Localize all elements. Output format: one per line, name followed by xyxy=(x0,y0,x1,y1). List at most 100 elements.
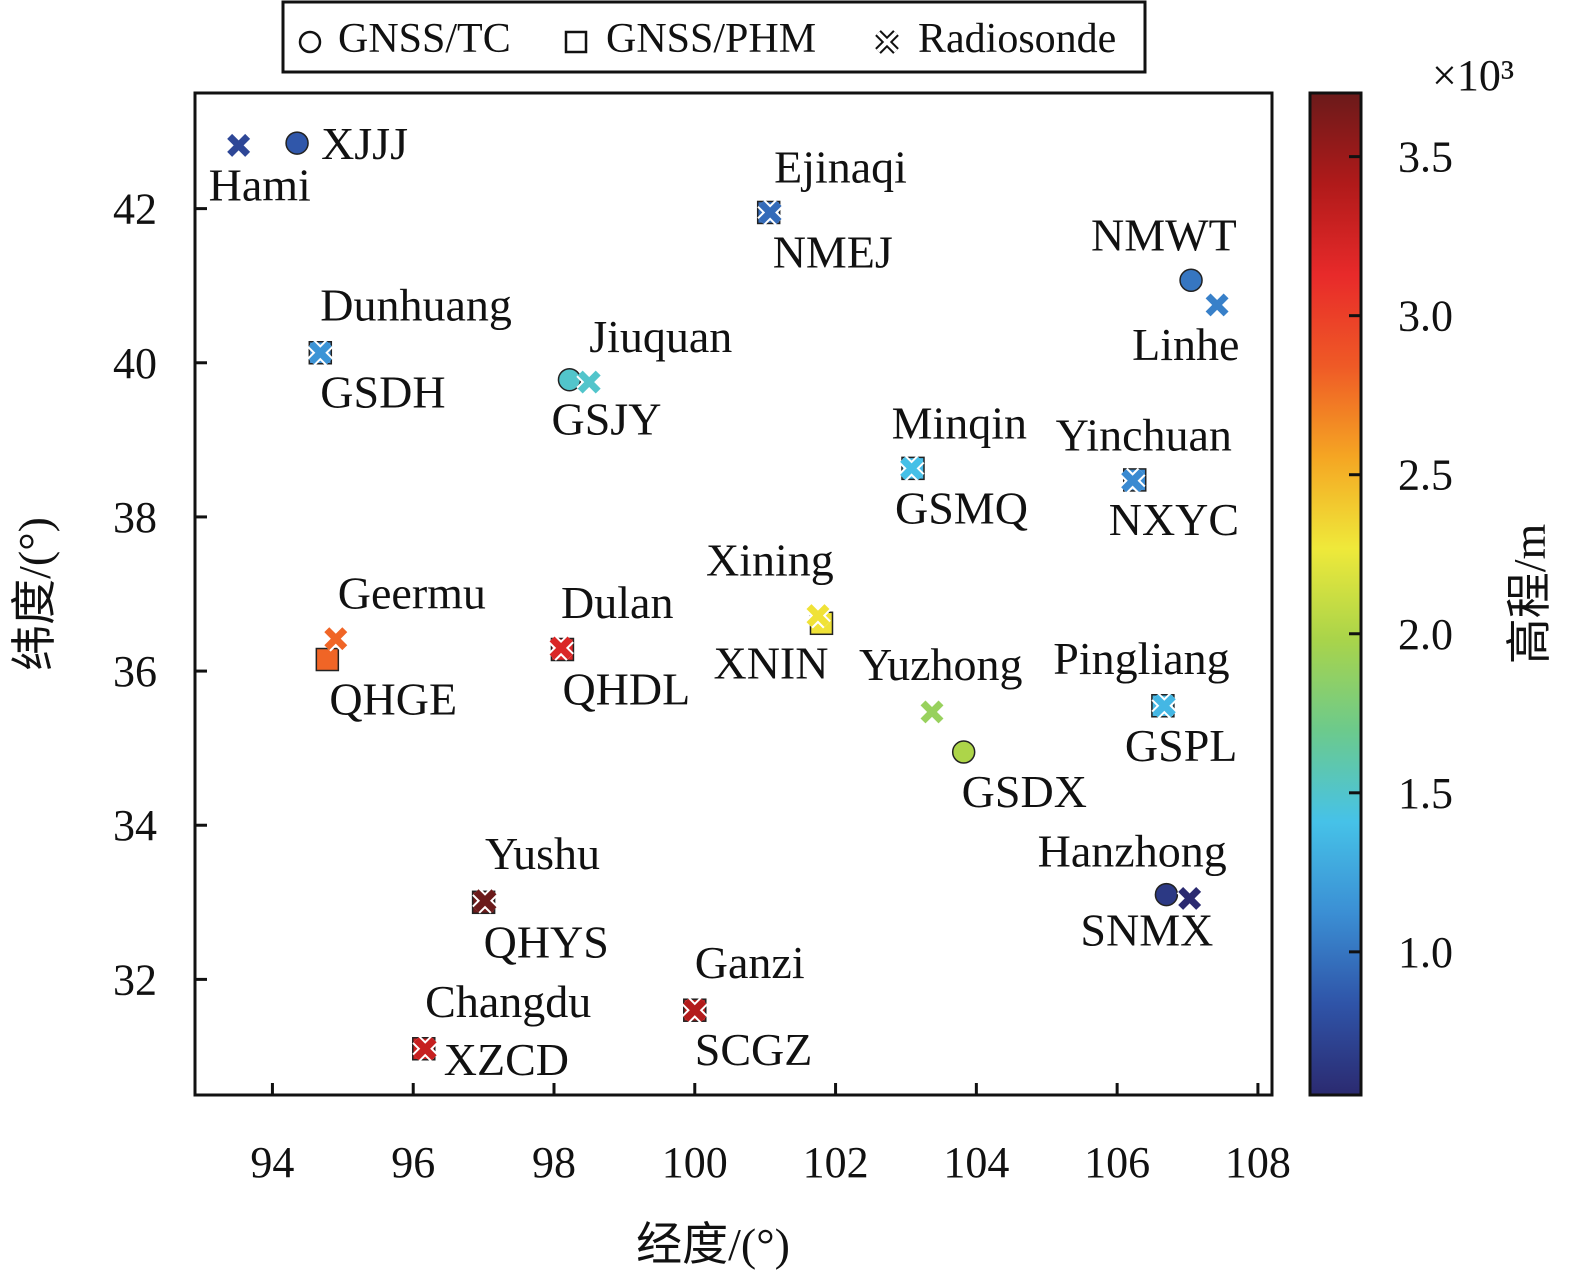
station-label: Dunhuang xyxy=(320,280,512,331)
point-gnss-tc xyxy=(1154,882,1179,907)
point-radiosonde xyxy=(225,132,252,159)
station-label: Hami xyxy=(209,159,311,210)
station-label: Yushu xyxy=(485,828,600,879)
cross-stroke xyxy=(1205,293,1229,317)
x-tick-label: 108 xyxy=(1225,1138,1291,1187)
cross-stroke xyxy=(549,636,573,660)
cross-stroke xyxy=(806,604,830,628)
cross-stroke xyxy=(227,133,251,157)
colorbar-tick-label: 3.0 xyxy=(1398,292,1453,341)
legend-box xyxy=(281,0,1147,74)
station-label: XZCD xyxy=(444,1034,569,1085)
station-label: XNIN xyxy=(713,637,828,688)
point-radiosonde xyxy=(1204,292,1230,318)
point-radiosonde xyxy=(1176,885,1203,912)
y-tick-label: 40 xyxy=(113,339,157,388)
point-radiosonde xyxy=(322,625,349,652)
station-label: Linhe xyxy=(1132,319,1239,370)
point-radiosonde xyxy=(681,997,708,1024)
legend-label-radiosonde: Radiosonde xyxy=(918,16,1116,62)
colorbar-title: 高程/m xyxy=(1504,524,1555,665)
point-radiosonde xyxy=(472,887,498,914)
colorbar-tick-label: 1.0 xyxy=(1398,928,1453,977)
cross-stroke xyxy=(683,998,707,1022)
colorbar-tick-label: 2.0 xyxy=(1398,610,1453,659)
y-tick-label: 32 xyxy=(113,955,157,1004)
point-radiosonde xyxy=(919,699,945,725)
point-radiosonde xyxy=(307,339,334,366)
colorbar-tick-label: 2.5 xyxy=(1398,451,1453,500)
point-radiosonde xyxy=(757,199,783,226)
point-radiosonde xyxy=(548,635,574,661)
legend-label-gnss-tc: GNSS/TC xyxy=(338,16,511,62)
station-label: GSJY xyxy=(551,394,661,445)
station-label: SCGZ xyxy=(695,1024,813,1075)
station-label: Minqin xyxy=(892,397,1027,448)
legend-circle-icon xyxy=(298,30,322,54)
colorbar-fill xyxy=(1308,91,1363,1097)
station-label: Pingliang xyxy=(1053,633,1229,684)
y-tick-label: 42 xyxy=(113,185,157,234)
station-label: Hanzhong xyxy=(1038,825,1227,876)
point-radiosonde xyxy=(805,602,831,629)
y-tick-label: 36 xyxy=(113,647,157,696)
x-tick-label: 102 xyxy=(803,1138,869,1187)
point-radiosonde xyxy=(1151,692,1178,719)
x-tick-label: 106 xyxy=(1084,1138,1150,1187)
station-label: QHGE xyxy=(329,674,457,725)
colorbar-multiplier: ×10³ xyxy=(1432,51,1514,100)
point-radiosonde xyxy=(1119,467,1146,494)
x-axis: 94 96 98 100 102 104 106 108 xyxy=(250,1083,1291,1187)
x-tick-label: 100 xyxy=(662,1138,728,1187)
station-label: Changdu xyxy=(425,976,591,1027)
y-axis-title: 纬度/(°) xyxy=(9,517,60,671)
station-label: SNMX xyxy=(1080,905,1213,956)
station-label: QHYS xyxy=(484,916,609,967)
station-label: Jiuquan xyxy=(589,311,732,362)
legend-square-icon xyxy=(564,30,588,54)
station-label: Geermu xyxy=(338,568,486,619)
station-label: NMEJ xyxy=(773,226,893,277)
x-tick-label: 104 xyxy=(943,1138,1009,1187)
y-tick-label: 34 xyxy=(113,801,157,850)
point-radiosonde xyxy=(412,1035,439,1062)
station-label: NMWT xyxy=(1091,209,1237,260)
colorbar-tick-label: 3.5 xyxy=(1398,133,1453,182)
station-label: Ejinaqi xyxy=(774,141,907,192)
cross-stroke xyxy=(413,1037,437,1061)
point-gnss-tc xyxy=(1179,268,1203,293)
cross-stroke xyxy=(900,456,924,480)
point-gnss-phm xyxy=(315,647,340,672)
x-tick-label: 94 xyxy=(250,1138,294,1187)
cross-stroke xyxy=(1178,886,1202,910)
x-axis-title: 经度/(°) xyxy=(636,1219,790,1270)
cross-stroke xyxy=(1152,694,1176,718)
cross-stroke xyxy=(577,370,601,394)
station-label: Ganzi xyxy=(695,937,805,988)
y-tick-label: 38 xyxy=(113,493,157,542)
station-label: GSPL xyxy=(1125,720,1237,771)
cross-stroke xyxy=(758,200,782,224)
station-label: XJJJ xyxy=(321,118,408,169)
point-radiosonde xyxy=(576,369,603,395)
plot-frame xyxy=(193,91,1274,1097)
station-label: NXYC xyxy=(1109,494,1239,545)
station-labels: XJJJ NMWT GSJY GSDX SNMX NMEJ GSDH GSMQ NXYC QHGE… xyxy=(209,118,1240,1085)
cross-stroke xyxy=(920,700,944,724)
station-label: GSDH xyxy=(320,367,445,418)
station-label: QHDL xyxy=(562,663,690,714)
colorbar: 1.0 1.5 2.0 2.5 3.0 3.5 ×10³ 高程/m xyxy=(1308,51,1555,1097)
station-label: Dulan xyxy=(561,577,673,628)
legend: GNSS/TC GNSS/PHM Radiosonde xyxy=(281,0,1147,74)
station-label: Yinchuan xyxy=(1056,410,1232,461)
point-gnss-tc xyxy=(951,740,976,764)
data-points xyxy=(225,131,1230,1062)
station-label: GSDX xyxy=(962,766,1087,817)
cross-stroke xyxy=(1121,469,1145,493)
colorbar-ticks: 1.0 1.5 2.0 2.5 3.0 3.5 xyxy=(1349,133,1453,977)
station-label: Xining xyxy=(706,535,834,586)
legend-cross-icon xyxy=(875,30,899,54)
point-radiosonde xyxy=(898,455,925,482)
station-label: Yuzhong xyxy=(859,639,1023,690)
